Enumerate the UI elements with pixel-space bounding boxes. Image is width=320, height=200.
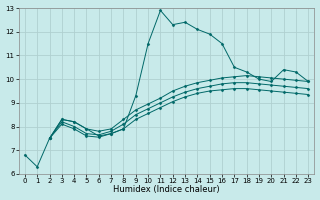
X-axis label: Humidex (Indice chaleur): Humidex (Indice chaleur) xyxy=(113,185,220,194)
